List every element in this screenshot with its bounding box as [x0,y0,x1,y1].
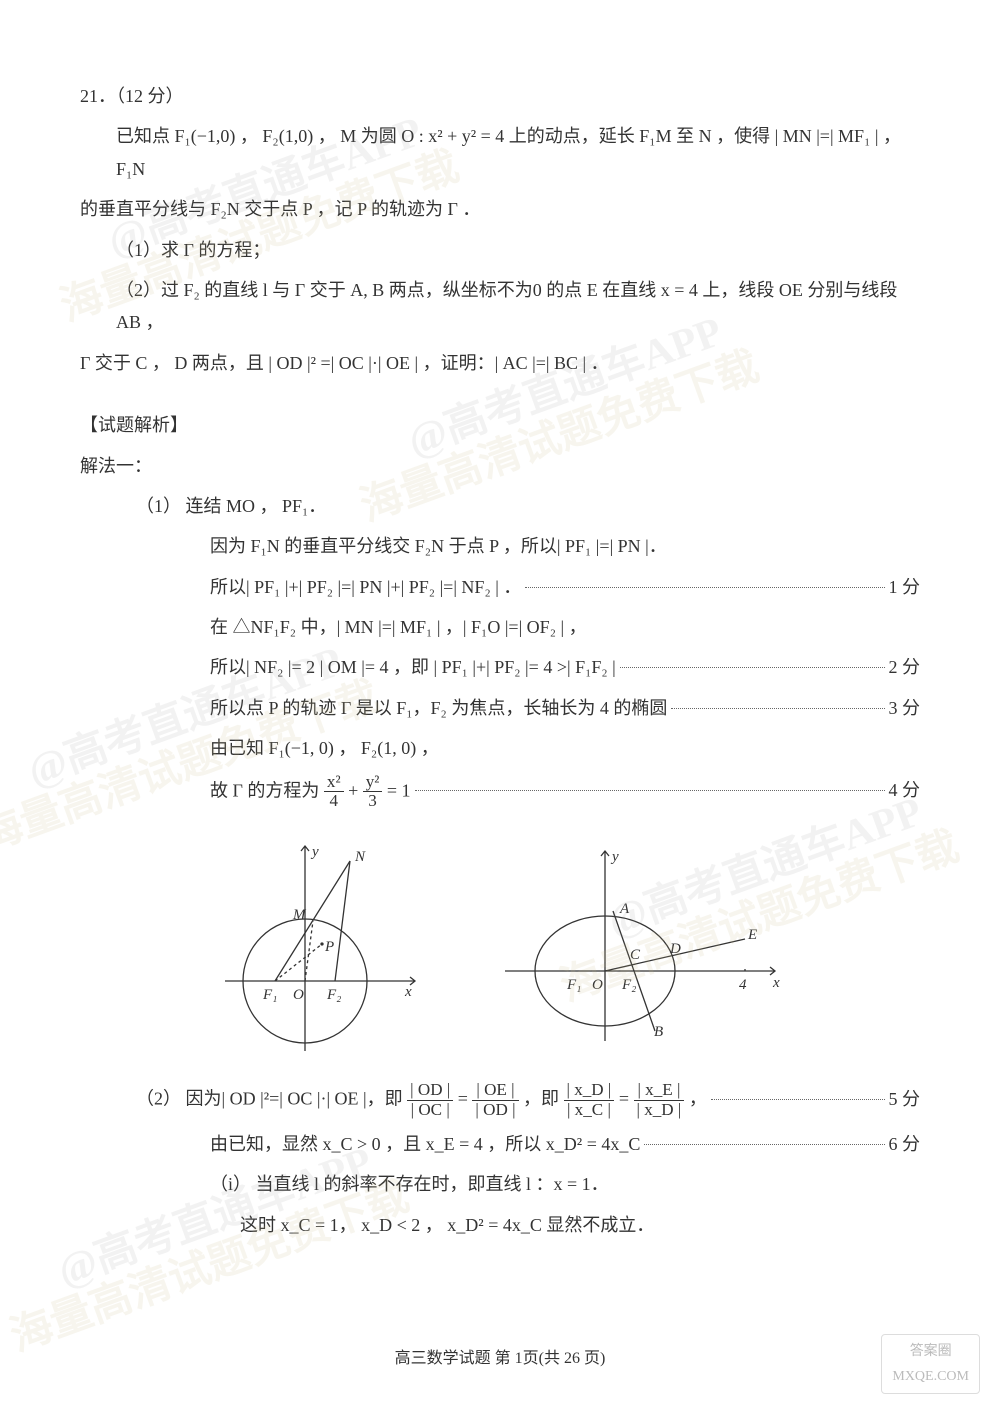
fraction: | OD | | OC | [407,1081,453,1120]
p2-step2-text: 由已知，显然 x_C > 0 ，且 x_E = 4 ，所以 x_D² = 4x_… [210,1128,640,1160]
p2-step1-row: （2） 因为| OD |²=| OC |·| OE |，即 | OD | | O… [80,1081,920,1120]
label-F2: F₂ [621,977,636,993]
corner-logo: 答案圈 MXQE.COM [881,1334,980,1394]
problem-q1: （1）求 Γ 的方程； [80,234,920,266]
step5-score: 2 分 [889,651,921,683]
label-F2: F₂ [326,987,341,1003]
numerator: x² [324,773,344,793]
p2-mid: ，即 [523,1089,564,1109]
label-O: O [293,987,304,1003]
step3-score: 1 分 [889,571,921,603]
label-P: P [324,939,334,955]
numerator: | x_E | [634,1081,685,1101]
denominator: | x_C | [564,1101,615,1120]
step8-score: 4 分 [889,774,921,806]
label-x: x [772,975,780,991]
figure-1: y x N M P F₁ O F₂ [205,831,445,1061]
denominator: 4 [324,792,344,811]
analysis-header: 【试题解析】 [80,409,920,441]
label-F1: F₁ [262,987,277,1003]
leader-dots [644,1143,884,1145]
step2: 因为 F₁N 的垂直平分线交 F₂N 于点 P ，所以| PF₁ |=| PN … [80,530,920,562]
problem-q2-cont: Γ 交于 C ， D 两点，且 | OD |² =| OC |·| OE | ，… [80,347,920,379]
fraction: y² 3 [363,773,383,812]
step8-prefix: 故 Γ 的方程为 [210,780,324,800]
denominator: | OC | [407,1101,453,1120]
figure-2: y x A B C D E F₁ O F₂ 4 [495,831,795,1061]
step8-row: 故 Γ 的方程为 x² 4 + y² 3 = 1 4 分 [80,773,920,812]
problem-number: 21．（12 分） [80,80,920,112]
numerator: | OD | [407,1081,453,1101]
leader-dots [620,666,885,668]
leader-dots [671,707,884,709]
p2-step1-prefix: 因为| OD |²=| OC |·| OE |，即 [186,1089,408,1109]
step3-text: 所以| PF₁ |+| PF₂ |=| PN |+| PF₂ |=| NF₂ |… [210,571,521,603]
fraction: | x_E | | x_D | [634,1081,685,1120]
corner-logo-line1: 答案圈 [892,1339,969,1364]
corner-logo-line2: MXQE.COM [892,1364,969,1389]
step7: 由已知 F₁(−1, 0) ， F₂(1, 0) ， [80,732,920,764]
label-O: O [592,977,603,993]
step3-row: 所以| PF₁ |+| PF₂ |=| PN |+| PF₂ |=| NF₂ |… [80,571,920,603]
step1: 连结 MO ， PF₁． [186,496,327,516]
part1-label: （1） [136,496,181,516]
step6-row: 所以点 P 的轨迹 Γ 是以 F₁，F₂ 为焦点，长轴长为 4 的椭圆 3 分 [80,692,920,724]
label-y: y [310,844,319,860]
fraction: | x_D | | x_C | [564,1081,615,1120]
p2-step2-row: 由已知，显然 x_C > 0 ，且 x_E = 4 ，所以 x_D² = 4x_… [80,1128,920,1160]
equals: = [619,1089,634,1109]
p2-case1b: 这时 x_C = 1， x_D < 2 ， x_D² = 4x_C 显然不成立． [80,1209,920,1241]
label-x: x [404,984,412,1000]
label-4: 4 [739,977,747,993]
label-B: B [654,1024,663,1040]
step4: 在 △NF₁F₂ 中，| MN |=| MF₁ | ，| F₁O |=| OF₂… [80,611,920,643]
step5-text: 所以| NF₂ |= 2 | OM |= 4 ，即 | PF₁ |+| PF₂ … [210,651,616,683]
label-y: y [610,849,619,865]
denominator: 3 [363,792,383,811]
problem-statement: 的垂直平分线与 F₂N 交于点 P ，记 P 的轨迹为 Γ ． [80,193,920,225]
label-E: E [747,927,757,943]
equals: = 1 [387,780,411,800]
label-M: M [292,907,307,923]
leader-dots [711,1098,885,1100]
part2-label: （2） [136,1089,181,1109]
p2-step1-score: 5 分 [889,1083,921,1115]
step6-score: 3 分 [889,692,921,724]
label-N: N [354,849,366,865]
label-A: A [619,901,630,917]
fraction: | OE | | OD | [472,1081,518,1120]
p2-case1: （i） 当直线 l 的斜率不存在时，即直线 l ：x = 1． [80,1168,920,1200]
label-C: C [630,947,641,963]
label-D: D [669,941,681,957]
problem-statement: 已知点 F₁(−1,0) ， F₂(1,0) ， M 为圆 O : x² + y… [80,120,920,185]
leader-dots [525,586,884,588]
method-label: 解法一： [80,450,920,482]
denominator: | OD | [472,1101,518,1120]
leader-dots [415,789,885,791]
figures-row: y x N M P F₁ O F₂ [80,831,920,1061]
numerator: | x_D | [564,1081,615,1101]
numerator: y² [363,773,383,793]
page-footer: 高三数学试题 第 1页(共 26 页) [0,1345,1000,1374]
main-content: 21．（12 分） 已知点 F₁(−1,0) ， F₂(1,0) ， M 为圆 … [0,0,1000,1289]
step6-text: 所以点 P 的轨迹 Γ 是以 F₁，F₂ 为焦点，长轴长为 4 的椭圆 [210,692,667,724]
step5-row: 所以| NF₂ |= 2 | OM |= 4 ，即 | PF₁ |+| PF₂ … [80,651,920,683]
plus: + [348,780,363,800]
equals: = [458,1089,473,1109]
label-F1: F₁ [566,977,581,993]
part1-row: （1） 连结 MO ， PF₁． [80,490,920,522]
p2-step2-score: 6 分 [889,1128,921,1160]
problem-q2: （2）过 F₂ 的直线 l 与 Γ 交于 A, B 两点，纵坐标不为0 的点 E… [80,274,920,339]
fraction: x² 4 [324,773,344,812]
comma: ， [689,1089,707,1109]
denominator: | x_D | [634,1101,685,1120]
numerator: | OE | [472,1081,518,1101]
